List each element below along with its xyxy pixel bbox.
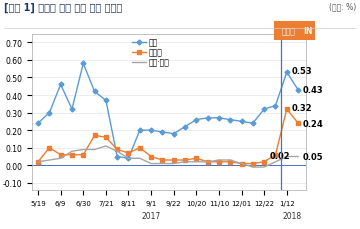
경기·인천 xyxy=(194,161,198,164)
신도시 xyxy=(228,161,233,164)
서울 xyxy=(47,112,51,114)
경기·인천 xyxy=(36,161,40,164)
Text: 0.24: 0.24 xyxy=(303,119,323,128)
서울 xyxy=(172,133,176,136)
신도시 xyxy=(296,122,300,125)
서울 xyxy=(262,108,266,111)
서울 xyxy=(285,71,289,74)
서울 xyxy=(296,89,300,92)
서울 xyxy=(194,119,198,121)
경기·인천 xyxy=(273,161,278,164)
신도시 xyxy=(251,162,255,165)
경기·인천 xyxy=(149,162,153,165)
서울 xyxy=(228,119,233,121)
서울 xyxy=(138,129,142,132)
Text: [그림 1] 수도권 매매 주간 가격 변동률: [그림 1] 수도권 매매 주간 가격 변동률 xyxy=(4,2,122,13)
신도시 xyxy=(115,148,120,151)
Text: 2018: 2018 xyxy=(283,211,302,220)
신도시 xyxy=(47,147,51,150)
경기·인천 xyxy=(183,161,187,164)
경기·인천 xyxy=(104,145,108,148)
신도시 xyxy=(138,147,142,150)
Text: IN: IN xyxy=(303,27,312,36)
경기·인천 xyxy=(47,159,51,162)
신도시 xyxy=(239,162,244,165)
서울 xyxy=(217,117,221,120)
신도시 xyxy=(285,108,289,111)
신도시 xyxy=(93,134,97,137)
서울 xyxy=(239,120,244,123)
경기·인천 xyxy=(262,166,266,169)
경기·인천 xyxy=(251,166,255,169)
서울 xyxy=(273,105,278,107)
경기·인천 xyxy=(285,155,289,158)
Line: 경기·인천: 경기·인천 xyxy=(38,146,298,167)
Text: 0.02: 0.02 xyxy=(270,151,291,161)
경기·인천 xyxy=(217,159,221,162)
신도시 xyxy=(160,159,165,162)
경기·인천 xyxy=(239,162,244,165)
Text: 0.43: 0.43 xyxy=(303,86,323,95)
Text: 0.32: 0.32 xyxy=(291,103,312,112)
Line: 서울: 서울 xyxy=(36,62,300,160)
Line: 신도시: 신도시 xyxy=(36,108,300,166)
경기·인천 xyxy=(115,150,120,153)
신도시 xyxy=(262,161,266,164)
신도시 xyxy=(217,161,221,164)
신도시 xyxy=(126,152,131,155)
서울 xyxy=(183,126,187,128)
경기·인천 xyxy=(59,157,63,160)
신도시 xyxy=(104,136,108,139)
Text: 2017: 2017 xyxy=(141,211,161,220)
경기·인천 xyxy=(172,162,176,165)
Text: (단위: %): (단위: %) xyxy=(329,2,356,11)
신도시 xyxy=(149,155,153,158)
신도시 xyxy=(81,154,85,156)
신도시 xyxy=(194,157,198,160)
서울 xyxy=(93,91,97,93)
서울 xyxy=(126,157,131,160)
경기·인천 xyxy=(160,162,165,165)
경기·인천 xyxy=(81,148,85,151)
서울 xyxy=(59,84,63,87)
서울 xyxy=(160,131,165,134)
Text: 부동산: 부동산 xyxy=(281,27,295,36)
경기·인천 xyxy=(126,157,131,160)
서울 xyxy=(81,63,85,65)
경기·인천 xyxy=(70,150,74,153)
신도시 xyxy=(183,159,187,162)
서울 xyxy=(115,155,120,158)
Text: 0.05: 0.05 xyxy=(303,152,323,161)
경기·인천 xyxy=(228,159,233,162)
신도시 xyxy=(36,161,40,164)
경기·인천 xyxy=(138,157,142,160)
서울 xyxy=(104,99,108,102)
신도시 xyxy=(70,154,74,156)
Legend: 서울, 신도시, 경기·인천: 서울, 신도시, 경기·인천 xyxy=(132,38,170,67)
신도시 xyxy=(59,154,63,156)
서울 xyxy=(251,122,255,125)
서울 xyxy=(149,129,153,132)
신도시 xyxy=(273,154,278,156)
경기·인천 xyxy=(206,161,210,164)
서울 xyxy=(206,117,210,120)
신도시 xyxy=(172,159,176,162)
서울 xyxy=(36,122,40,125)
Text: 0.53: 0.53 xyxy=(291,67,312,76)
경기·인천 xyxy=(296,155,300,158)
서울 xyxy=(70,108,74,111)
신도시 xyxy=(206,161,210,164)
경기·인천 xyxy=(93,148,97,151)
